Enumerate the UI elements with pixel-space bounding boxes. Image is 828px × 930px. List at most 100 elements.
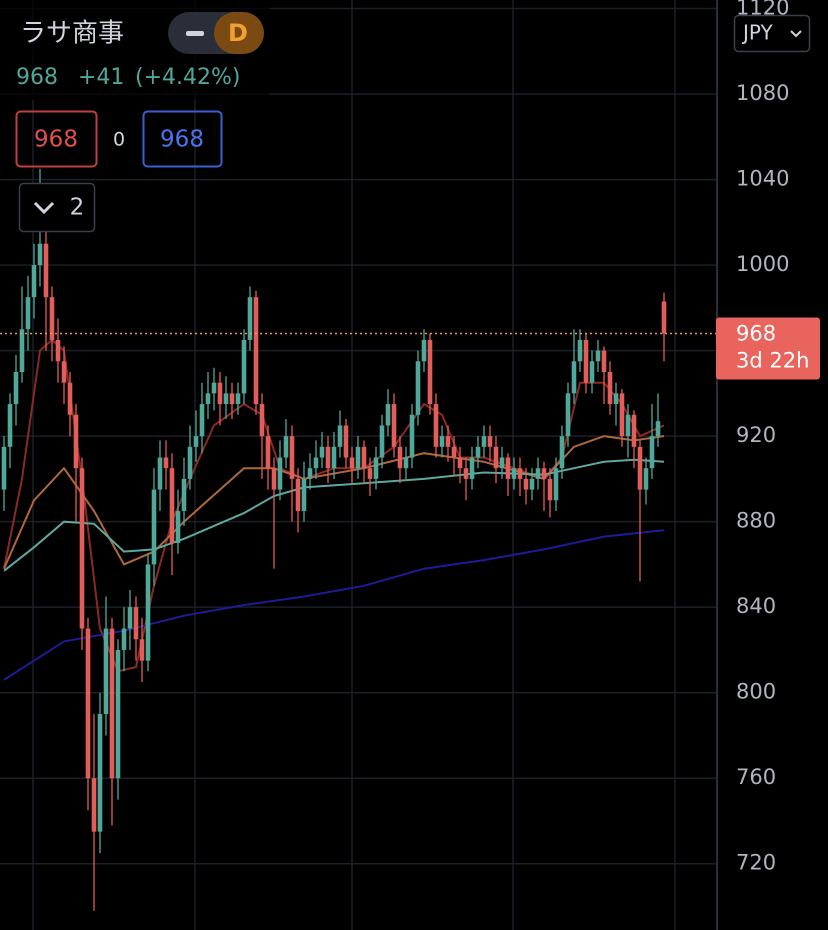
indicators-box [18, 182, 96, 233]
candle-body [355, 446, 361, 469]
indicator-count: 2 [70, 195, 85, 221]
candle-body [457, 457, 463, 469]
candle-body [319, 446, 325, 458]
candle-body [37, 243, 43, 266]
candle-body [415, 361, 421, 415]
change: +41 [78, 65, 124, 90]
candle-body [637, 446, 643, 490]
candle-body [139, 639, 145, 661]
currency-chevron [790, 30, 802, 38]
candle-body [169, 468, 175, 544]
candle-body [163, 457, 169, 469]
interval: D [228, 19, 248, 47]
candle-body [613, 393, 619, 405]
candle-body [397, 446, 403, 469]
candle-body [529, 478, 535, 490]
candle-body [625, 414, 631, 437]
candle-body [475, 446, 481, 458]
candle-body [421, 339, 427, 362]
candle-body [19, 329, 25, 372]
candle-body [325, 446, 331, 469]
candle-body [85, 628, 91, 779]
candle-body [271, 468, 277, 490]
candle-body [247, 297, 253, 340]
candle-body [73, 414, 79, 469]
candle-body [229, 393, 235, 405]
candle-body [655, 421, 661, 437]
candle-body [31, 265, 37, 298]
price-tag-box [716, 317, 820, 380]
candle-body [349, 457, 355, 469]
candle-body [133, 607, 139, 640]
candle-body [463, 468, 469, 479]
y-tick-label: 840 [736, 594, 776, 618]
currency-button[interactable]: JPY [733, 14, 811, 53]
candle-body [103, 628, 109, 715]
collapse-icon [186, 31, 204, 36]
indicators-toggle[interactable]: 2 [18, 182, 96, 233]
candle-body [433, 404, 439, 447]
interval-toggle[interactable]: D [168, 12, 264, 54]
candle-body [505, 457, 511, 479]
price-axis: 7207608008408809209601000104010801120 [736, 0, 789, 875]
candle-body [25, 297, 31, 330]
candle-body [601, 350, 607, 372]
candle-body [367, 468, 373, 479]
ask: 968 [160, 127, 204, 153]
candle-body [361, 446, 367, 469]
moving-average [3, 435, 665, 570]
candle-body [223, 393, 229, 405]
candle-body [43, 243, 49, 298]
currency-box [733, 14, 811, 53]
candle-body [49, 297, 55, 340]
candle-body [61, 361, 67, 383]
candle-body [553, 468, 559, 501]
buy-button[interactable]: 968 [142, 110, 223, 168]
candle-body [631, 414, 637, 447]
candle-body [577, 339, 583, 362]
candle-body [571, 361, 577, 394]
ticker: ラサ商事 [20, 19, 124, 49]
candle-body [259, 404, 265, 437]
candle-body [481, 436, 487, 447]
candle-body [241, 339, 247, 394]
candle-body [337, 425, 343, 447]
candle-body [157, 457, 163, 490]
candle-body [607, 372, 613, 405]
price-tag-countdown: 3d 22h [736, 349, 809, 373]
y-tick-label: 880 [736, 509, 776, 533]
y-tick-label: 1040 [736, 167, 789, 191]
sell-button[interactable]: 968 [15, 110, 98, 168]
chevron-icon [33, 201, 55, 215]
candle-body [307, 468, 313, 479]
change-percent: (+4.42%) [135, 65, 241, 90]
candle-body [151, 489, 157, 565]
candle-body [643, 468, 649, 490]
y-tick-label: 1080 [736, 81, 789, 105]
candle-body [535, 468, 541, 479]
candle-body [541, 468, 547, 479]
candle-body [265, 436, 271, 469]
currency: JPY [741, 21, 774, 45]
candle-body [499, 457, 505, 469]
candle-body [295, 478, 301, 511]
candle-body [445, 436, 451, 447]
candle-body [253, 297, 259, 405]
candle-body [439, 436, 445, 447]
candle-body [595, 350, 601, 362]
candle-body [583, 339, 589, 383]
candle-body [427, 339, 433, 405]
candle-body [277, 457, 283, 490]
y-tick-label: 760 [736, 765, 776, 789]
candle-body [145, 564, 151, 661]
candle-body [517, 468, 523, 479]
candle-body [211, 382, 217, 394]
candle-body [55, 339, 61, 362]
candle-body [619, 393, 625, 437]
candle-body [511, 468, 517, 479]
candle-body [469, 457, 475, 479]
candle-body [301, 478, 307, 511]
candle-body [559, 436, 565, 469]
